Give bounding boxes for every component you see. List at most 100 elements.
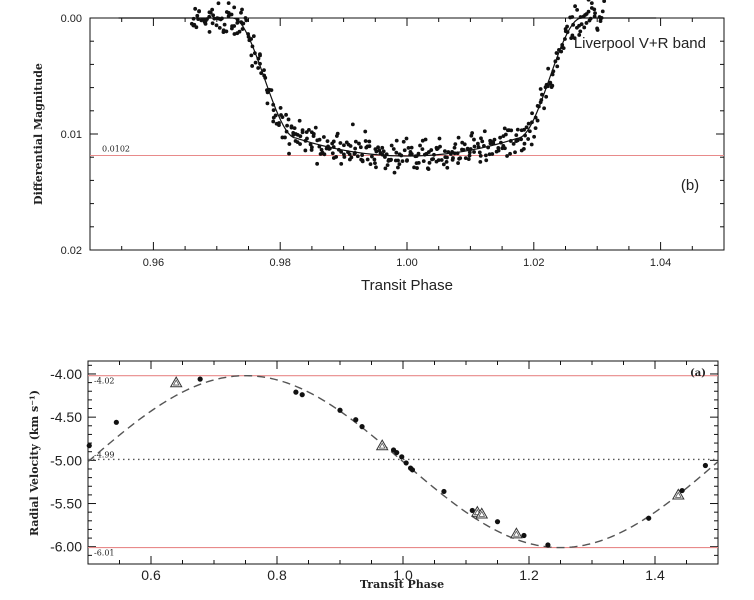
photometry-point [472,137,476,142]
photometry-point [226,11,231,15]
photometry-points [189,0,607,175]
photometry-point [400,159,405,164]
photometry-point [241,21,246,26]
photometry-point [423,137,428,142]
photometry-point [498,135,503,140]
photometry-point [544,94,549,99]
y-axis-title: Radial Velocity (km s⁻¹) [28,390,41,536]
photometry-point [210,7,215,12]
photometry-point [475,141,480,146]
photometry-point [479,136,483,141]
photometry-point [530,111,534,116]
photometry-point [511,141,516,146]
reference-label: -6.01 [94,549,115,558]
rv-data-point [113,419,119,425]
photometry-point [322,152,327,157]
rv-data-point [494,519,501,525]
photometry-point [396,165,400,170]
photometry-point [409,145,414,150]
rv-data-point [702,462,709,469]
photometry-point [527,129,532,134]
light-curve-panel: 0.96 0.98 1.00 1.02 1.04 0.00 0.01 0.02 … [32,0,725,294]
photometry-point [286,117,291,122]
photometry-point [502,126,507,131]
photometry-point [482,129,487,134]
photometry-point [315,161,320,166]
photometry-point [392,170,397,175]
photometry-point [513,150,517,155]
photometry-point [480,139,485,144]
photometry-point [216,1,221,6]
photometry-point [478,154,483,158]
photometry-point [364,145,369,150]
x-tick-label: 0.96 [143,257,164,269]
photometry-point [339,149,344,154]
rv-data-point [441,488,447,495]
panel-label-a: (a) [690,368,706,379]
photometry-point [515,138,520,143]
photometry-point [389,143,394,148]
rv-dot-points [86,376,709,548]
photometry-point [373,161,377,166]
photometry-point [456,161,460,165]
rv-data-point [469,507,475,514]
rv-data-point [409,467,416,473]
photometry-point [363,139,368,143]
photometry-point [300,130,305,135]
photometry-point [207,30,212,34]
y-axis-title: Differential Magnitude [32,63,45,205]
photometry-point [592,7,597,12]
photometry-point [367,144,372,149]
photometry-point [394,138,399,143]
photometry-point [235,20,240,25]
photometry-point [256,66,261,70]
photometry-point [444,159,449,164]
photometry-point [453,142,458,147]
photometry-point [240,7,244,12]
photometry-point [325,139,330,144]
photometry-point [331,139,336,144]
photometry-point [438,144,442,149]
photometry-point [374,165,378,170]
y-tick-label: 0.00 [61,13,82,25]
photometry-point [347,152,352,157]
photometry-point [363,129,368,134]
photometry-point [280,115,285,120]
photometry-point [380,145,385,150]
photometry-point [514,133,519,138]
photometry-point [548,80,553,85]
radial-velocity-y-tick-labels: -4.00 -4.50 -5.00 -5.50 -6.00 [50,366,82,555]
photometry-point [570,15,575,19]
rv-model-curve [87,374,719,549]
photometry-point [586,0,591,2]
photometry-point [418,143,422,148]
y-tick-label: -5.50 [50,496,82,512]
photometry-point [565,24,569,29]
photometry-point [405,158,409,163]
light-curve-y-tick-labels: 0.00 0.01 0.02 [61,13,82,257]
y-tick-label: 0.01 [61,129,82,141]
reference-label: -4.99 [94,450,115,459]
photometry-point [284,112,288,117]
radial-velocity-panel: 0.6 0.8 1.0 1.2 1.4 -4.00 -4.50 -5.00 -5… [28,360,719,591]
photometry-point [358,145,363,150]
photometry-point [377,148,382,153]
rv-triangle-inner [512,530,520,537]
photometry-point [477,150,482,155]
x-tick-label: 1.02 [523,257,544,269]
photometry-point [232,24,237,28]
photometry-point [598,19,603,24]
photometry-point [250,64,255,68]
rv-reference-labels: -4.02 -4.99 -6.01 [94,377,115,558]
photometry-point [269,88,274,93]
photometry-point [600,9,605,14]
photometry-point [385,163,390,168]
radial-velocity-ticks [87,361,719,565]
photometry-point [436,158,441,163]
photometry-point [271,108,276,113]
photometry-point [317,137,322,142]
photometry-point [285,123,289,128]
photometry-point [458,156,463,161]
photometry-point [467,150,472,155]
